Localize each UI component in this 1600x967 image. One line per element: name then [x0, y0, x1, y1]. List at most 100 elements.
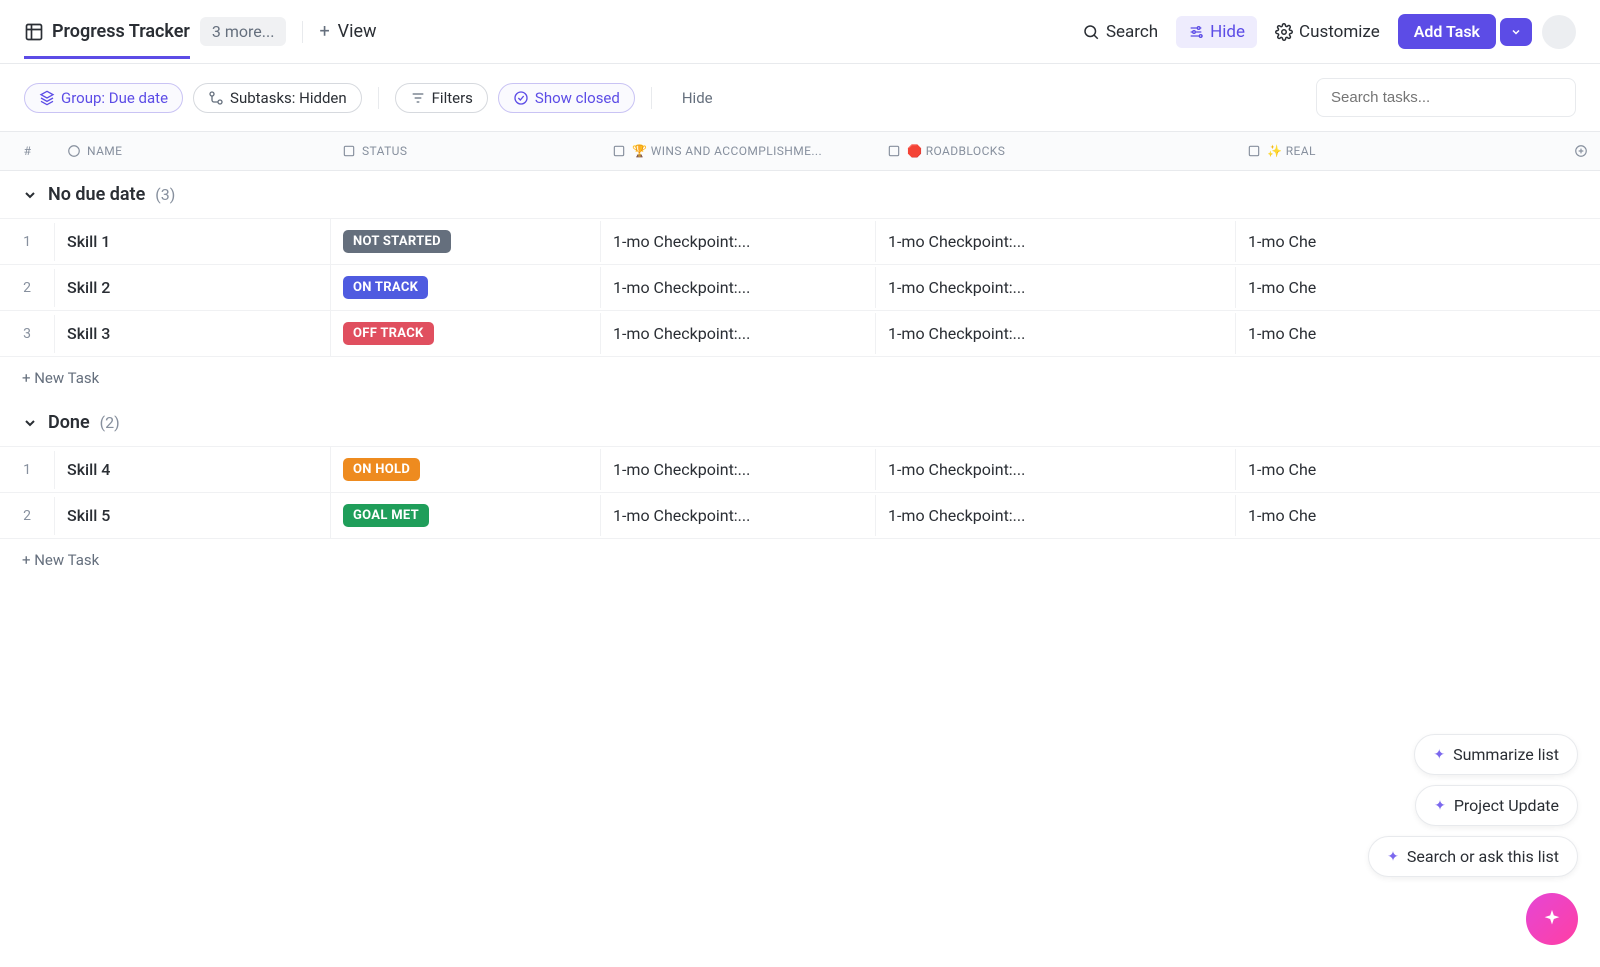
- task-wins[interactable]: 1-mo Checkpoint:...: [600, 221, 875, 262]
- task-status[interactable]: NOT STARTED: [330, 219, 600, 264]
- check-circle-icon: [513, 90, 529, 106]
- task-real[interactable]: 1-mo Che: [1235, 495, 1600, 536]
- add-task-dropdown[interactable]: [1500, 18, 1532, 46]
- row-number: 2: [0, 497, 55, 535]
- group-header[interactable]: Done (2): [0, 399, 1600, 447]
- divider: [378, 87, 379, 109]
- ai-icon: [1247, 144, 1261, 158]
- row-number: 2: [0, 269, 55, 307]
- group-count: (2): [100, 413, 120, 432]
- column-name[interactable]: NAME: [55, 134, 330, 168]
- divider: [651, 87, 652, 109]
- sparkle-icon: ✦: [1387, 849, 1399, 865]
- search-button[interactable]: Search: [1074, 16, 1166, 48]
- group-header[interactable]: No due date (3): [0, 171, 1600, 219]
- search-icon: [1082, 23, 1100, 41]
- row-number: 1: [0, 451, 55, 489]
- task-status[interactable]: OFF TRACK: [330, 311, 600, 356]
- chevron-down-icon: [22, 187, 38, 203]
- task-real[interactable]: 1-mo Che: [1235, 449, 1600, 490]
- add-task-button[interactable]: Add Task: [1398, 14, 1496, 49]
- search-label: Search: [1106, 22, 1158, 42]
- task-row[interactable]: 3 Skill 3 OFF TRACK 1-mo Checkpoint:... …: [0, 311, 1600, 357]
- divider: [302, 21, 303, 43]
- task-row[interactable]: 1 Skill 4 ON HOLD 1-mo Checkpoint:... 1-…: [0, 447, 1600, 493]
- task-status[interactable]: ON HOLD: [330, 447, 600, 492]
- task-roadblocks[interactable]: 1-mo Checkpoint:...: [875, 449, 1235, 490]
- text-icon: [67, 144, 81, 158]
- avatar[interactable]: [1542, 15, 1576, 49]
- filters-label: Filters: [432, 89, 473, 107]
- column-wins[interactable]: 🏆 WINS AND ACCOMPLISHME...: [600, 134, 875, 168]
- column-real[interactable]: ✨ REAL: [1235, 134, 1562, 168]
- chevron-down-icon: [22, 415, 38, 431]
- group-count: (3): [155, 185, 175, 204]
- search-ask-button[interactable]: ✦Search or ask this list: [1368, 836, 1578, 877]
- task-name[interactable]: Skill 2: [55, 267, 330, 308]
- column-roadblocks[interactable]: 🛑 ROADBLOCKS: [875, 134, 1235, 168]
- filter-icon: [410, 90, 426, 106]
- new-task-button[interactable]: + New Task: [0, 357, 1600, 399]
- row-number: 1: [0, 223, 55, 261]
- plus-circle-icon: [1574, 142, 1588, 160]
- hide-pill[interactable]: Hide: [668, 84, 727, 112]
- show-closed-pill[interactable]: Show closed: [498, 83, 635, 113]
- filters-pill[interactable]: Filters: [395, 83, 488, 113]
- filter-bar: Group: Due date Subtasks: Hidden Filters…: [0, 64, 1600, 131]
- new-task-button[interactable]: + New Task: [0, 539, 1600, 581]
- hide-label: Hide: [1210, 22, 1245, 42]
- task-name[interactable]: Skill 4: [55, 449, 330, 490]
- task-name[interactable]: Skill 1: [55, 221, 330, 262]
- task-wins[interactable]: 1-mo Checkpoint:...: [600, 313, 875, 354]
- tab-progress-tracker[interactable]: Progress Tracker: [24, 21, 190, 59]
- show-closed-label: Show closed: [535, 89, 620, 107]
- group-title: Done: [48, 412, 90, 433]
- column-headers: # NAME STATUS 🏆 WINS AND ACCOMPLISHME...…: [0, 131, 1600, 171]
- ai-icon: [887, 144, 901, 158]
- task-roadblocks[interactable]: 1-mo Checkpoint:...: [875, 267, 1235, 308]
- row-number: 3: [0, 315, 55, 353]
- task-real[interactable]: 1-mo Che: [1235, 267, 1600, 308]
- column-number[interactable]: #: [0, 134, 55, 168]
- group-label: Group: Due date: [61, 89, 168, 107]
- column-status[interactable]: STATUS: [330, 134, 600, 168]
- top-bar: Progress Tracker 3 more... + View Search…: [0, 0, 1600, 64]
- hide-button[interactable]: Hide: [1176, 16, 1257, 48]
- project-update-button[interactable]: ✦Project Update: [1415, 785, 1578, 826]
- customize-button[interactable]: Customize: [1267, 16, 1388, 48]
- task-roadblocks[interactable]: 1-mo Checkpoint:...: [875, 495, 1235, 536]
- subtask-icon: [208, 90, 224, 106]
- group-pill[interactable]: Group: Due date: [24, 83, 183, 113]
- ai-suggestions: ✦Summarize list ✦Project Update ✦Search …: [1368, 734, 1578, 877]
- table-icon: [24, 22, 44, 42]
- task-status[interactable]: GOAL MET: [330, 493, 600, 538]
- tab-title: Progress Tracker: [52, 21, 190, 42]
- task-wins[interactable]: 1-mo Checkpoint:...: [600, 449, 875, 490]
- task-roadblocks[interactable]: 1-mo Checkpoint:...: [875, 313, 1235, 354]
- tab-more[interactable]: 3 more...: [200, 17, 287, 46]
- add-view-button[interactable]: + View: [319, 21, 376, 42]
- subtasks-label: Subtasks: Hidden: [230, 89, 347, 107]
- task-real[interactable]: 1-mo Che: [1235, 313, 1600, 354]
- task-wins[interactable]: 1-mo Checkpoint:...: [600, 267, 875, 308]
- ai-icon: [612, 144, 626, 158]
- task-row[interactable]: 2 Skill 5 GOAL MET 1-mo Checkpoint:... 1…: [0, 493, 1600, 539]
- search-tasks-input[interactable]: [1316, 78, 1576, 117]
- task-wins[interactable]: 1-mo Checkpoint:...: [600, 495, 875, 536]
- task-status[interactable]: ON TRACK: [330, 265, 600, 310]
- chevron-down-icon: [1510, 26, 1522, 38]
- subtasks-pill[interactable]: Subtasks: Hidden: [193, 83, 362, 113]
- task-row[interactable]: 2 Skill 2 ON TRACK 1-mo Checkpoint:... 1…: [0, 265, 1600, 311]
- sparkle-icon: ✦: [1434, 798, 1446, 814]
- view-label: View: [338, 21, 377, 42]
- layers-icon: [39, 90, 55, 106]
- task-row[interactable]: 1 Skill 1 NOT STARTED 1-mo Checkpoint:..…: [0, 219, 1600, 265]
- add-column-button[interactable]: [1562, 132, 1600, 170]
- summarize-list-button[interactable]: ✦Summarize list: [1414, 734, 1578, 775]
- sparkle-icon: [1541, 908, 1563, 930]
- task-roadblocks[interactable]: 1-mo Checkpoint:...: [875, 221, 1235, 262]
- task-real[interactable]: 1-mo Che: [1235, 221, 1600, 262]
- task-name[interactable]: Skill 5: [55, 495, 330, 536]
- task-name[interactable]: Skill 3: [55, 313, 330, 354]
- ai-fab[interactable]: [1526, 893, 1578, 945]
